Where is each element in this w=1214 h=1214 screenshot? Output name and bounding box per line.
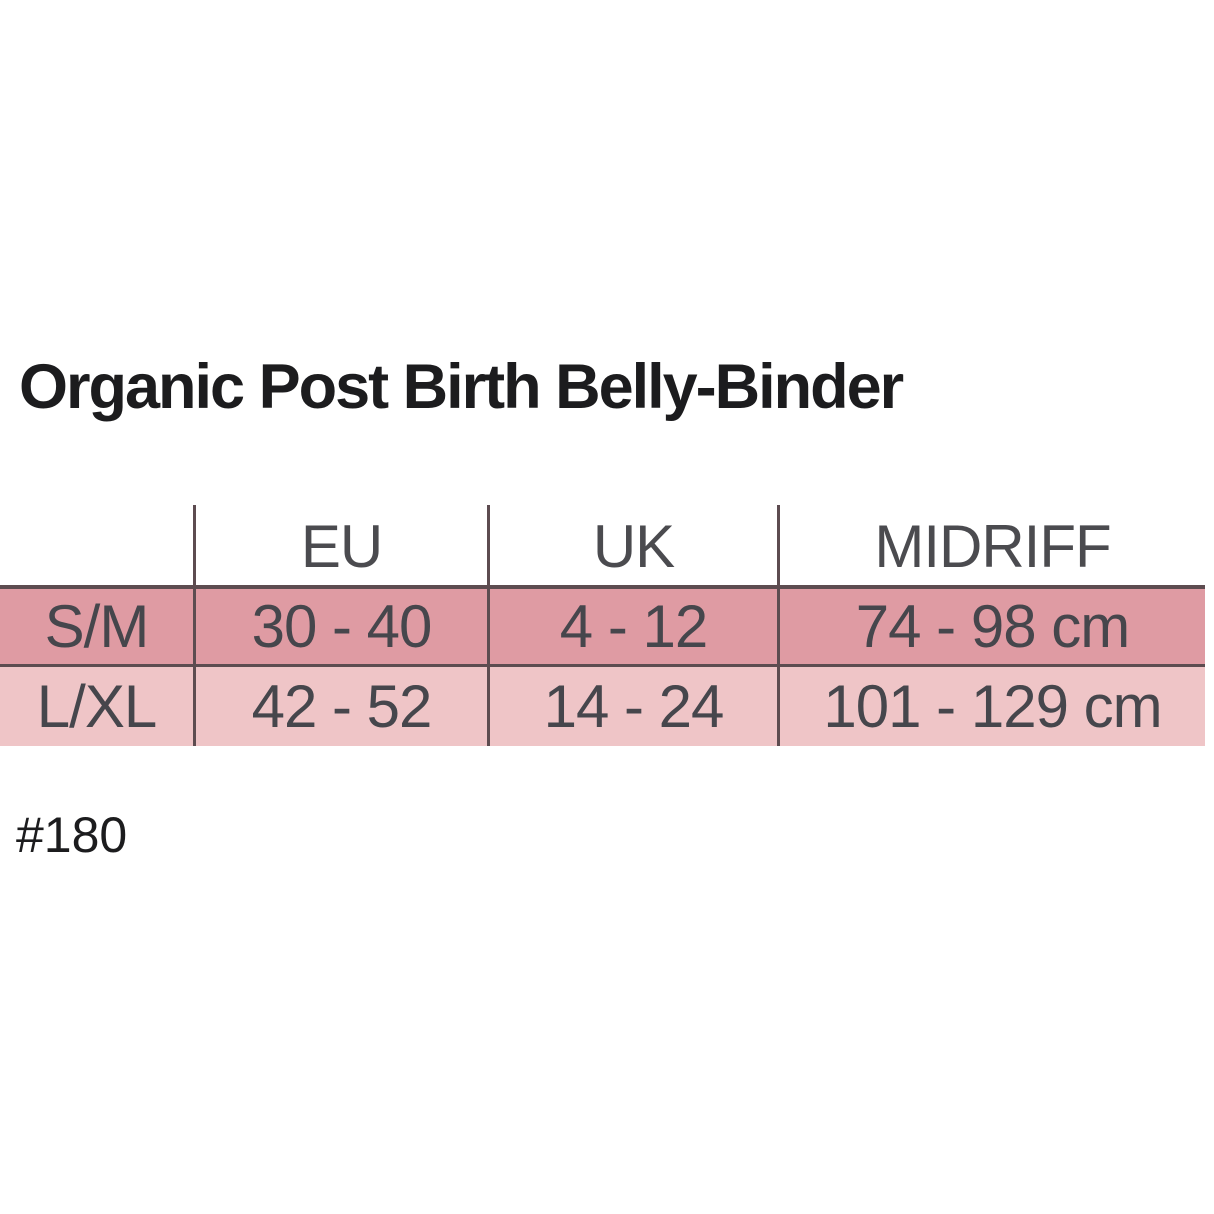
header-cell-uk: UK [487,505,777,585]
table-row-lxl: L/XL 42 - 52 14 - 24 101 - 129 cm [0,667,1205,746]
cell-sm-midriff: 74 - 98 cm [777,589,1205,664]
size-chart-table: EU UK MIDRIFF S/M 30 - 40 4 - 12 74 - 98… [0,505,1205,746]
table-header-row: EU UK MIDRIFF [0,505,1205,585]
cell-lxl-size: L/XL [36,673,157,740]
cell-lxl-eu: 42 - 52 [193,667,487,746]
cell-lxl-midriff: 101 - 129 cm [777,667,1205,746]
header-cell-midriff: MIDRIFF [777,505,1205,585]
table-row-sm: S/M 30 - 40 4 - 12 74 - 98 cm [0,585,1205,667]
cell-sm-size: S/M [44,593,150,660]
cell-sm-eu: 30 - 40 [193,589,487,664]
page-title: Organic Post Birth Belly-Binder [19,352,904,422]
cell-lxl-uk: 14 - 24 [487,667,777,746]
cell-sm-uk: 4 - 12 [487,589,777,664]
style-number-label: #180 [16,807,128,863]
header-cell-empty [0,505,193,585]
header-cell-eu: EU [193,505,487,585]
